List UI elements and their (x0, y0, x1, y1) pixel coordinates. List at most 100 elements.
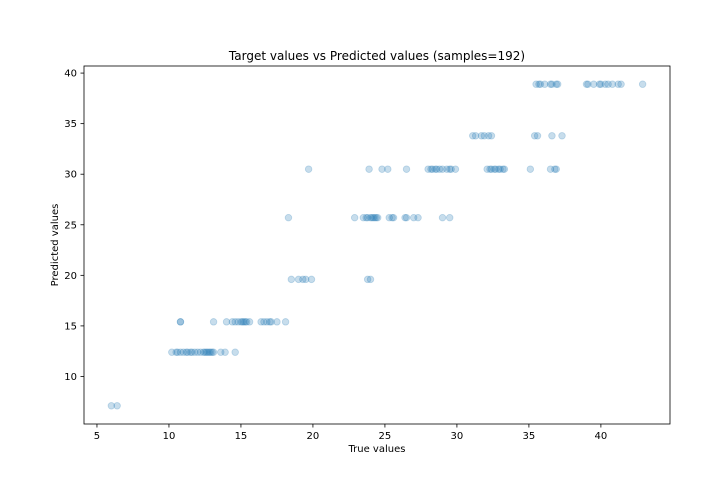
data-point (228, 318, 236, 326)
data-point (438, 165, 447, 173)
data-point (188, 348, 196, 356)
x-tick-label: 25 (379, 431, 392, 442)
data-point (368, 213, 376, 222)
data-point (359, 213, 368, 222)
data-point (410, 213, 418, 222)
y-tick-label: 15 (64, 321, 77, 332)
data-point (530, 132, 539, 140)
data-point (266, 318, 274, 326)
y-axis-label: Predicted values (50, 204, 61, 287)
data-point (307, 275, 316, 284)
data-point (546, 80, 555, 88)
plot-frame (83, 65, 671, 425)
data-point (638, 80, 647, 88)
data-point (263, 318, 271, 326)
data-point (242, 318, 251, 326)
data-point (388, 213, 396, 222)
data-point (499, 165, 507, 173)
y-tick-label: 30 (64, 170, 77, 181)
data-point (217, 348, 225, 356)
data-point (304, 165, 313, 173)
data-point (492, 165, 500, 173)
data-point (240, 318, 248, 326)
data-point (196, 348, 205, 356)
data-point (176, 318, 185, 326)
y-tick-label: 35 (64, 119, 77, 130)
data-point (237, 318, 245, 326)
data-point (378, 165, 386, 173)
data-point (414, 213, 422, 222)
data-point (202, 348, 211, 356)
data-point (548, 80, 556, 88)
data-point (260, 318, 268, 326)
data-point (209, 318, 218, 326)
data-point (363, 213, 372, 222)
data-point (428, 165, 437, 173)
data-point (107, 402, 116, 410)
data-point (533, 132, 542, 140)
data-point (552, 80, 560, 88)
data-point (490, 165, 499, 173)
x-tick-label: 5 (94, 431, 100, 442)
data-point (245, 318, 254, 326)
y-tick-label: 10 (64, 372, 77, 383)
data-point (374, 213, 382, 222)
data-point (500, 165, 509, 173)
data-point (597, 80, 605, 88)
y-tick-label: 20 (64, 271, 77, 282)
data-point (484, 132, 493, 140)
data-point (173, 348, 182, 356)
data-point (469, 132, 477, 140)
data-point (284, 213, 293, 222)
data-point (433, 165, 441, 173)
data-point (447, 165, 455, 173)
data-point (371, 213, 379, 222)
data-point (496, 165, 504, 173)
data-point (183, 348, 192, 356)
data-point (614, 80, 622, 88)
data-point (402, 165, 411, 173)
data-point (384, 165, 392, 173)
data-point (182, 348, 190, 356)
data-point (372, 213, 380, 222)
data-point (366, 275, 375, 284)
data-point (362, 213, 370, 222)
data-point (176, 348, 185, 356)
data-point (471, 132, 480, 140)
data-point (431, 165, 440, 173)
data-point (558, 132, 566, 140)
data-point (209, 348, 218, 356)
data-point (281, 318, 290, 326)
data-point (446, 213, 454, 222)
data-point (435, 165, 444, 173)
data-point (546, 165, 555, 173)
data-point (222, 318, 231, 326)
data-point (551, 165, 559, 173)
data-point (369, 213, 378, 222)
data-point (267, 318, 275, 326)
data-point (487, 132, 496, 140)
data-point (363, 275, 372, 284)
x-tick-label: 15 (235, 431, 248, 442)
data-point (532, 80, 540, 88)
data-point (401, 213, 409, 222)
data-point (234, 318, 242, 326)
data-point (438, 213, 447, 222)
data-point (221, 348, 229, 356)
data-point (487, 165, 496, 173)
x-tick-label: 10 (163, 431, 176, 442)
data-point (257, 318, 265, 326)
data-point (427, 165, 435, 173)
data-point (201, 348, 209, 356)
x-tick-label: 20 (307, 431, 320, 442)
data-point (541, 80, 549, 88)
data-point (535, 80, 543, 88)
data-point (299, 275, 307, 284)
data-point (385, 213, 393, 222)
x-tick-label: 35 (523, 431, 536, 442)
y-tick-label: 40 (64, 69, 77, 80)
data-point (241, 318, 249, 326)
data-point (477, 132, 486, 140)
